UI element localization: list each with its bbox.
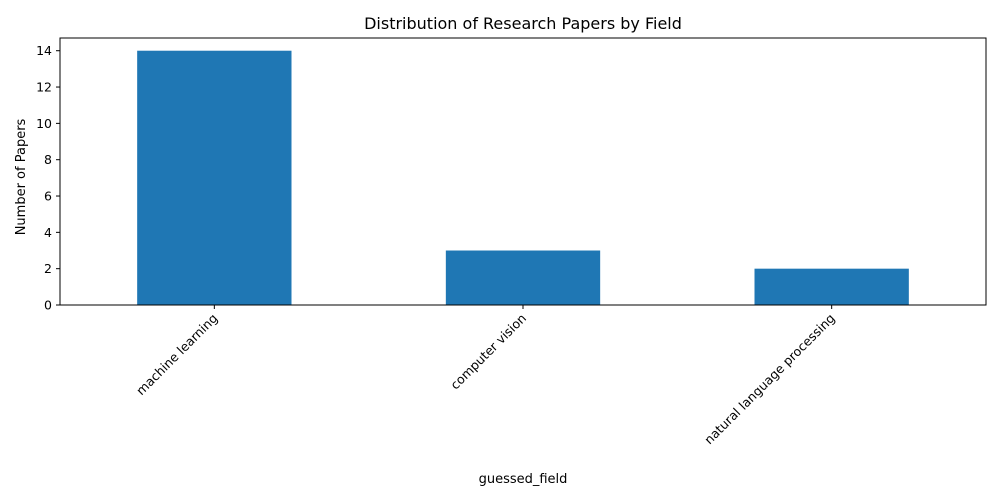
x-tick-label: natural language processing — [701, 311, 838, 448]
y-tick-label: 0 — [44, 298, 52, 313]
y-axis-label: Number of Papers — [14, 118, 29, 235]
y-tick-label: 2 — [44, 261, 52, 276]
x-tick-label: machine learning — [133, 311, 220, 398]
plot-area: 0 2 4 6 8 10 12 14 machine learning computer visi… — [36, 37, 987, 448]
y-tick-label: 8 — [44, 152, 52, 167]
y-tick-label: 12 — [36, 80, 52, 95]
y-tick-label: 4 — [44, 225, 52, 240]
y-tick-label: 10 — [36, 116, 52, 131]
bar-natural-language-processing — [754, 268, 909, 305]
x-axis-label: guessed_field — [479, 472, 568, 487]
bar-machine-learning — [137, 50, 292, 305]
x-tick-label: computer vision — [447, 311, 529, 393]
chart-title: Distribution of Research Papers by Field — [364, 14, 682, 33]
y-tick-label: 14 — [36, 43, 52, 58]
y-tick-label: 6 — [44, 189, 52, 204]
bar-computer-vision — [445, 250, 601, 305]
